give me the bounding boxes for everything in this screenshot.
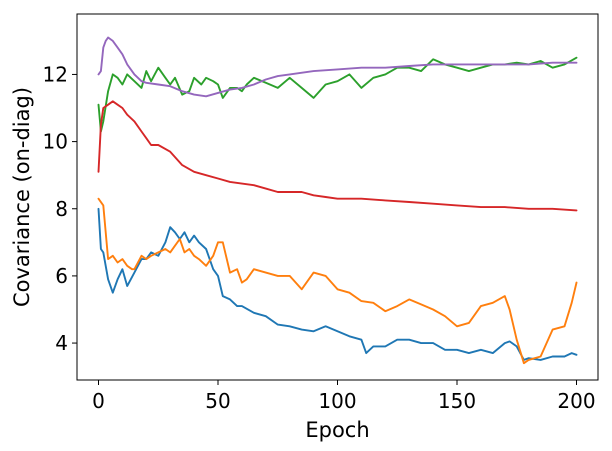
series-layer: [97, 36, 578, 365]
x-tick-label: 0: [92, 389, 105, 413]
y-tick-label: 8: [55, 197, 68, 221]
y-tick-label: 10: [43, 130, 68, 154]
y-axis: 4 6 8 10 12: [43, 62, 77, 355]
x-tick-label: 150: [438, 389, 476, 413]
x-tick-label: 100: [318, 389, 356, 413]
y-tick-label: 4: [55, 331, 68, 355]
x-tick-label: 50: [205, 389, 230, 413]
series-line-3: [97, 56, 578, 133]
x-axis-label: Epoch: [305, 418, 369, 442]
series-line-5: [97, 36, 578, 98]
y-axis-label: Covariance (on-diag): [10, 87, 34, 307]
x-axis: 0 50 100 150 200: [92, 380, 596, 413]
y-tick-label: 12: [43, 62, 68, 86]
y-tick-label: 6: [55, 264, 68, 288]
series-line-4: [97, 100, 578, 212]
series-line-1: [97, 207, 578, 361]
x-tick-label: 200: [557, 389, 595, 413]
series-line-2: [97, 197, 578, 365]
